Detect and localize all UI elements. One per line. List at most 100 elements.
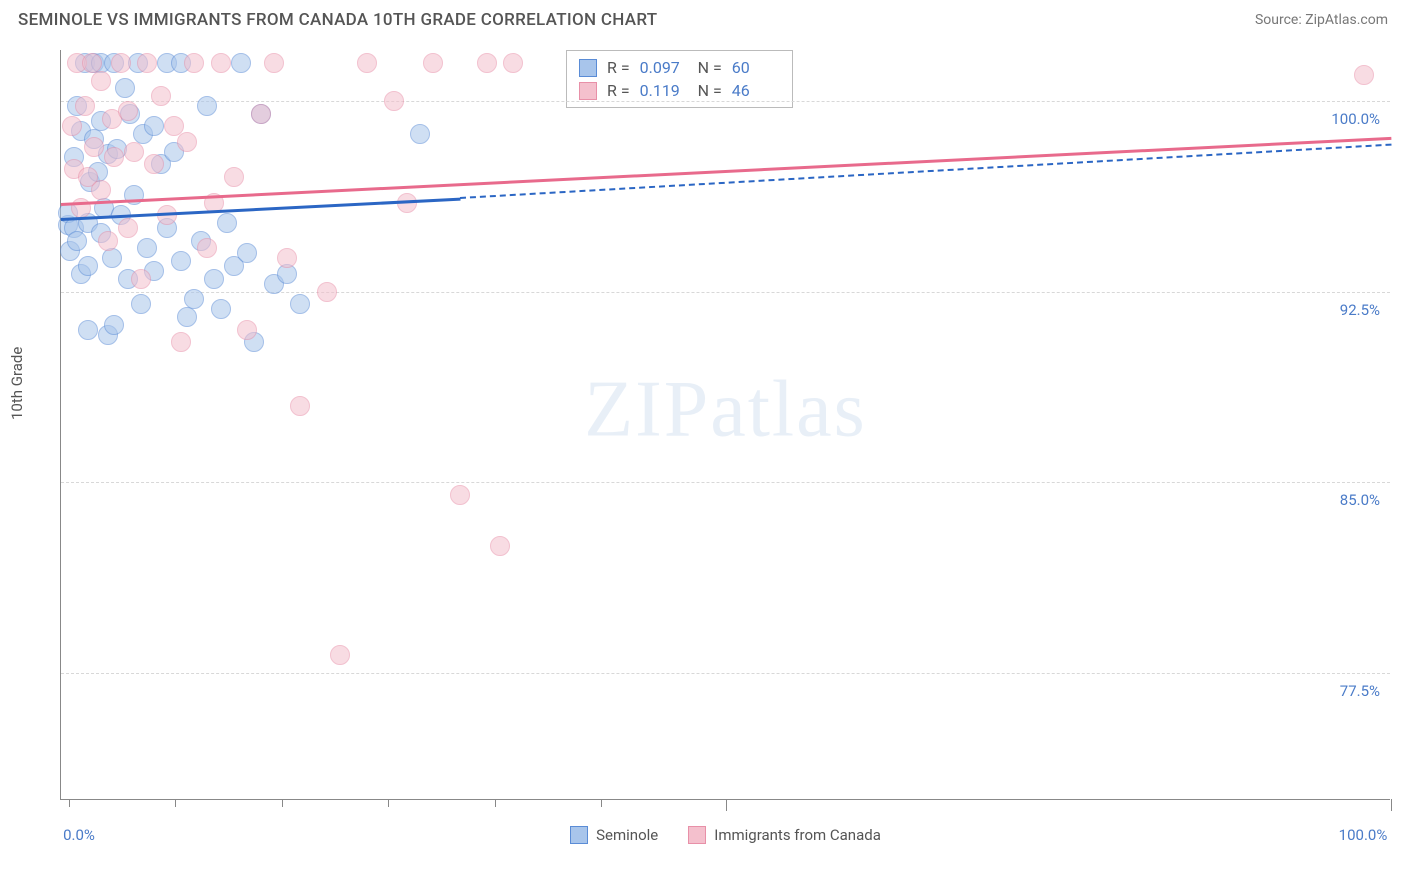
data-point — [91, 71, 111, 91]
data-point — [171, 251, 191, 271]
data-point — [124, 142, 144, 162]
data-point — [118, 101, 138, 121]
data-point — [67, 231, 87, 251]
y-tick-label: 85.0% — [1340, 491, 1380, 509]
x-tick-label: 0.0% — [63, 826, 95, 844]
data-point — [131, 294, 151, 314]
data-point — [104, 315, 124, 335]
data-point — [171, 332, 191, 352]
y-axis-label: 10th Grade — [8, 347, 26, 420]
stat-n-value: 60 — [732, 58, 780, 77]
y-tick-label: 100.0% — [1331, 110, 1380, 128]
legend-swatch — [688, 826, 706, 844]
data-point — [144, 154, 164, 174]
stat-r-value: 0.119 — [640, 81, 688, 100]
data-point — [75, 96, 95, 116]
stat-n-label: N = — [698, 81, 722, 100]
data-point — [115, 78, 135, 98]
data-point — [84, 137, 104, 157]
chart-title: SEMINOLE VS IMMIGRANTS FROM CANADA 10TH … — [18, 10, 657, 30]
data-point — [111, 53, 131, 73]
watermark-text: ZIPatlas — [584, 364, 867, 455]
data-point — [197, 96, 217, 116]
x-tick-label: 100.0% — [1339, 826, 1388, 844]
legend-item: Seminole — [570, 826, 658, 844]
data-point — [78, 256, 98, 276]
data-point — [277, 248, 297, 268]
data-point — [118, 218, 138, 238]
stats-legend-box: R = 0.097 N = 60 R = 0.119 N = 46 — [566, 50, 793, 108]
gridline — [61, 482, 1390, 483]
data-point — [410, 124, 430, 144]
data-point — [217, 213, 237, 233]
data-point — [384, 91, 404, 111]
data-point — [62, 116, 82, 136]
trend-line — [460, 144, 1391, 199]
legend-item: Immigrants from Canada — [688, 826, 881, 844]
gridline — [61, 101, 1390, 102]
data-point — [330, 645, 350, 665]
data-point — [144, 116, 164, 136]
y-tick-label: 92.5% — [1340, 301, 1380, 319]
data-point — [137, 53, 157, 73]
x-tick — [282, 799, 283, 807]
data-point — [317, 282, 337, 302]
data-point — [91, 180, 111, 200]
data-point — [98, 231, 118, 251]
data-point — [137, 238, 157, 258]
bottom-legend: Seminole Immigrants from Canada — [61, 826, 1390, 844]
stat-r-label: R = — [607, 81, 630, 100]
stat-n-value: 46 — [732, 81, 780, 100]
trend-line — [61, 136, 1391, 205]
data-point — [477, 53, 497, 73]
stat-r-label: R = — [607, 58, 630, 77]
x-tick — [1391, 799, 1392, 811]
data-point — [211, 53, 231, 73]
x-tick — [495, 799, 496, 807]
data-point — [224, 167, 244, 187]
chart-container: SEMINOLE VS IMMIGRANTS FROM CANADA 10TH … — [0, 0, 1406, 892]
data-point — [237, 243, 257, 263]
chart-source: Source: ZipAtlas.com — [1255, 12, 1388, 28]
stats-row: R = 0.119 N = 46 — [579, 79, 780, 102]
data-point — [184, 289, 204, 309]
data-point — [231, 53, 251, 73]
data-point — [450, 485, 470, 505]
data-point — [490, 536, 510, 556]
data-point — [423, 53, 443, 73]
data-point — [184, 53, 204, 73]
legend-label: Immigrants from Canada — [714, 826, 881, 844]
stat-n-label: N = — [698, 58, 722, 77]
data-point — [251, 104, 271, 124]
legend-swatch — [579, 82, 597, 100]
data-point — [237, 320, 257, 340]
legend-swatch — [579, 59, 597, 77]
data-point — [211, 299, 231, 319]
legend-label: Seminole — [596, 826, 658, 844]
data-point — [197, 238, 217, 258]
chart-header: SEMINOLE VS IMMIGRANTS FROM CANADA 10TH … — [0, 0, 1406, 36]
data-point — [102, 248, 122, 268]
data-point — [503, 53, 523, 73]
x-tick — [69, 799, 70, 807]
x-tick — [601, 799, 602, 807]
data-point — [290, 294, 310, 314]
legend-swatch — [570, 826, 588, 844]
chart-plot-area: ZIPatlas R =0.097N =60R =0.119N =46 Semi… — [60, 50, 1390, 800]
y-tick-label: 77.5% — [1340, 682, 1380, 700]
data-point — [78, 320, 98, 340]
data-point — [1354, 65, 1374, 85]
data-point — [177, 132, 197, 152]
stats-row: R = 0.097 N = 60 — [579, 56, 780, 79]
stat-r-value: 0.097 — [640, 58, 688, 77]
data-point — [104, 147, 124, 167]
gridline — [61, 292, 1390, 293]
x-tick — [726, 799, 727, 811]
data-point — [357, 53, 377, 73]
data-point — [204, 269, 224, 289]
x-tick — [388, 799, 389, 807]
x-tick — [175, 799, 176, 807]
data-point — [264, 53, 284, 73]
data-point — [131, 269, 151, 289]
data-point — [151, 86, 171, 106]
